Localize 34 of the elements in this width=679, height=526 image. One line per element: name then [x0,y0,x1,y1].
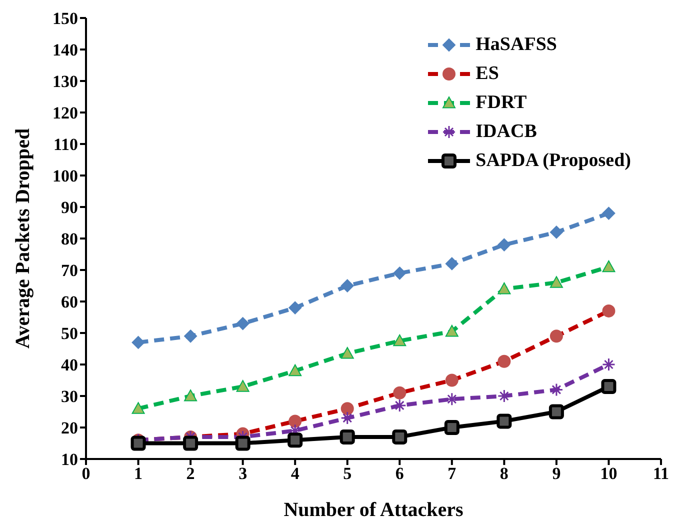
legend-label: SAPDA (Proposed) [476,150,631,172]
legend-label: ES [476,62,499,84]
legend-label: IDACB [476,120,537,142]
y-tick-label: 70 [61,261,78,280]
x-tick-label: 3 [238,464,248,484]
x-tick-label: 2 [186,464,195,484]
x-tick-label: 6 [395,464,404,484]
y-tick-label: 10 [61,450,78,470]
y-tick-label: 130 [52,72,78,92]
x-tick-label: 8 [500,464,508,484]
legend-label: FDRT [476,92,527,114]
y-tick-label: 40 [61,356,78,375]
y-tick-label: 140 [52,40,78,60]
y-tick-label: 100 [52,166,78,186]
x-tick-label: 0 [82,464,90,484]
y-tick-label: 60 [61,292,78,312]
x-tick-label: 1 [134,464,143,484]
x-tick-label: 4 [290,464,300,484]
x-axis-title: Number of Attackers [284,499,464,521]
y-tick-label: 90 [61,198,78,218]
y-tick-label: 80 [61,230,78,249]
y-tick-label: 50 [61,324,78,344]
y-tick-label: 30 [61,387,78,406]
y-tick-label: 20 [61,418,78,438]
x-tick-label: 5 [343,464,352,484]
x-tick-label: 7 [448,464,457,484]
x-tick-label: 11 [652,464,670,484]
y-tick-label: 120 [52,104,78,123]
x-tick-label: 10 [600,464,618,484]
y-tick-label: 150 [52,9,78,28]
y-tick-label: 110 [53,135,78,154]
legend-label: HaSAFSS [476,34,557,56]
y-axis-title: Average Packets Dropped [12,128,34,349]
x-tick-label: 9 [552,464,561,484]
